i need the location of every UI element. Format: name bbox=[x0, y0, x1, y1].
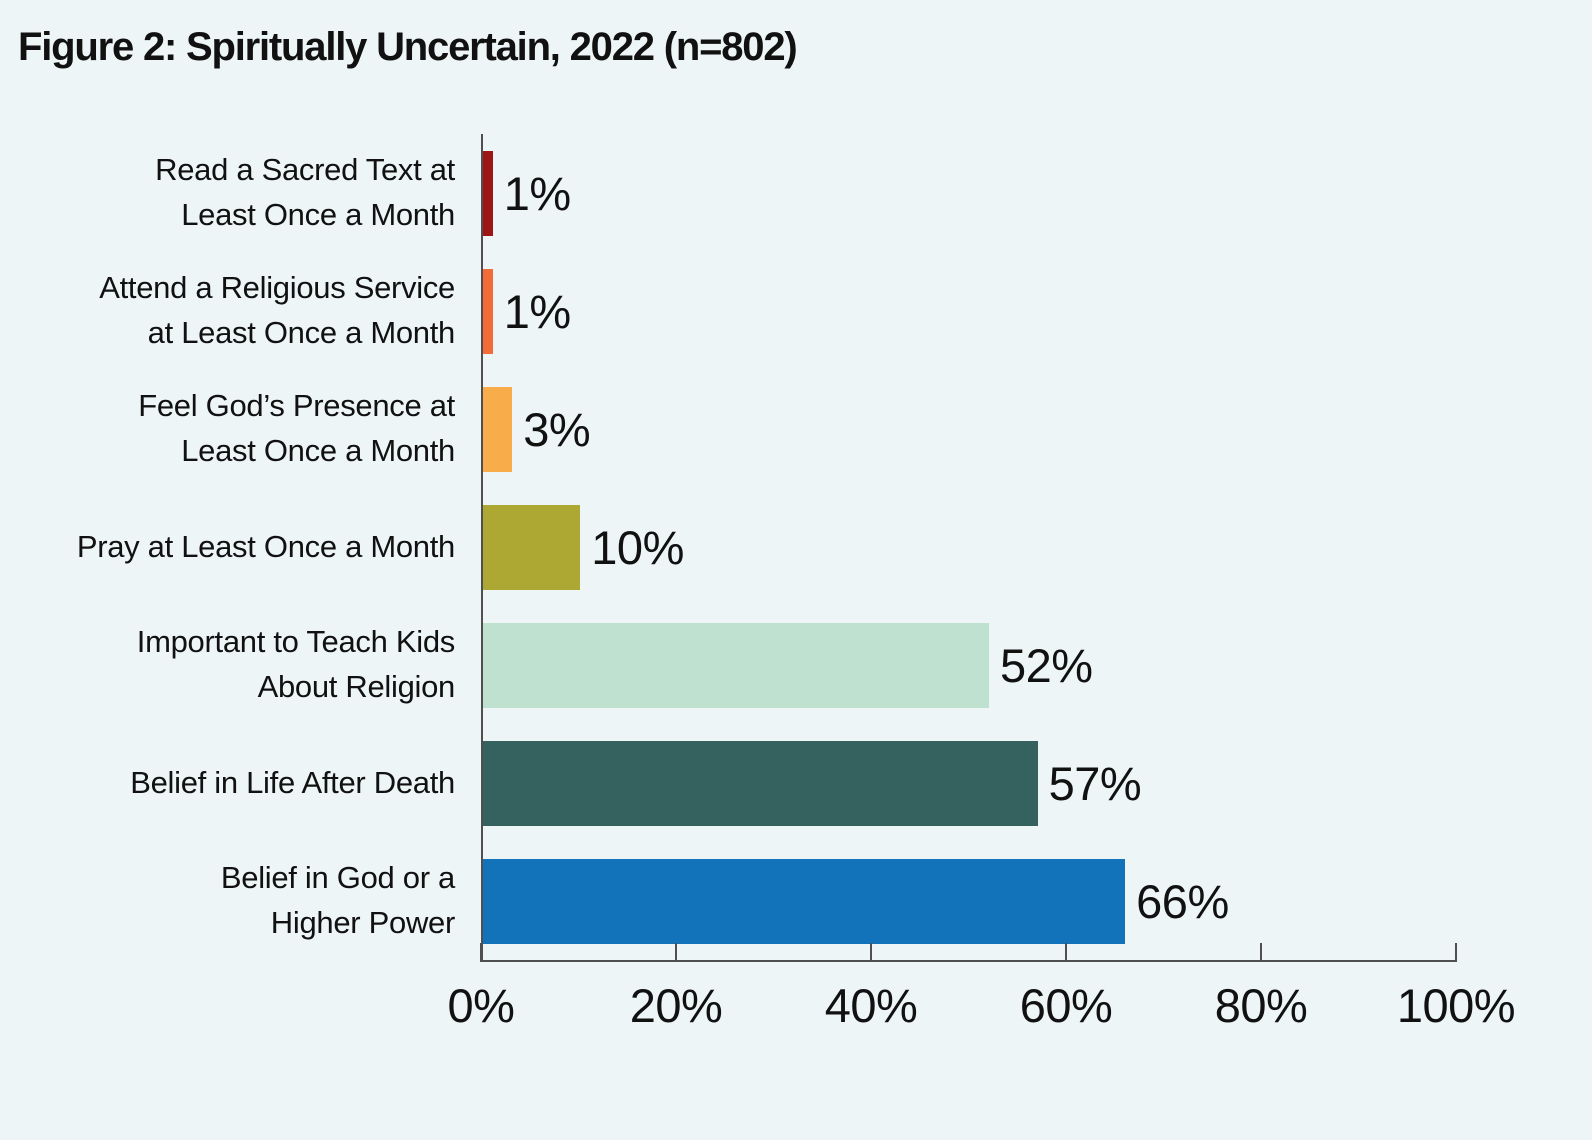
x-axis-tick bbox=[675, 943, 677, 962]
category-label: Attend a Religious Service at Least Once… bbox=[99, 270, 455, 350]
value-label: 1% bbox=[503, 166, 571, 220]
bar bbox=[483, 150, 493, 236]
category-label: Belief in Life After Death bbox=[130, 764, 455, 800]
category-label: Belief in God or a Higher Power bbox=[220, 860, 455, 940]
plot-cell: 3% bbox=[481, 370, 1456, 488]
plot-cell: 66% bbox=[481, 842, 1456, 960]
value-label: 1% bbox=[503, 284, 571, 338]
bar bbox=[483, 858, 1126, 944]
value-label: 3% bbox=[523, 402, 591, 456]
x-axis-tick bbox=[1455, 943, 1457, 962]
chart-row: Belief in Life After Death 57% bbox=[18, 724, 1592, 842]
category-label: Read a Sacred Text at Least Once a Month bbox=[155, 152, 455, 232]
x-axis-line: 0% 20% 40% 60% 80% 100% bbox=[448, 943, 1516, 1040]
x-axis-tick bbox=[870, 943, 872, 962]
bar-chart: Read a Sacred Text at Least Once a Month… bbox=[18, 134, 1592, 1040]
category-label: Feel God’s Presence at Least Once a Mont… bbox=[138, 388, 455, 468]
bar bbox=[483, 622, 989, 708]
x-axis-tick-label: 80% bbox=[1214, 979, 1308, 1032]
value-label: 52% bbox=[999, 638, 1093, 692]
chart-row: Attend a Religious Service at Least Once… bbox=[18, 252, 1592, 370]
x-axis-tick-label: 60% bbox=[1019, 979, 1113, 1032]
chart-rows: Read a Sacred Text at Least Once a Month… bbox=[18, 134, 1592, 960]
x-axis-tick bbox=[480, 943, 482, 962]
plot-cell: 1% bbox=[481, 134, 1456, 252]
x-axis-tick-label: 40% bbox=[824, 979, 918, 1032]
bar bbox=[483, 386, 513, 472]
x-axis-tick bbox=[1065, 943, 1067, 962]
bar bbox=[483, 504, 581, 590]
x-axis-tick-label: 20% bbox=[629, 979, 723, 1032]
value-label: 10% bbox=[591, 520, 684, 574]
value-label: 57% bbox=[1048, 756, 1142, 810]
x-axis-tick bbox=[1260, 943, 1262, 962]
category-label: Important to Teach Kids About Religion bbox=[136, 624, 456, 704]
chart-row: Belief in God or a Higher Power 66% bbox=[18, 842, 1592, 960]
plot-cell: 57% bbox=[481, 724, 1456, 842]
x-axis-tick-label: 100% bbox=[1396, 979, 1516, 1032]
chart-row: Important to Teach Kids About Religion 5… bbox=[18, 606, 1592, 724]
x-axis-tick-label: 0% bbox=[447, 979, 515, 1032]
value-label: 66% bbox=[1136, 874, 1229, 928]
chart-row: Read a Sacred Text at Least Once a Month… bbox=[18, 134, 1592, 252]
figure-container: Figure 2: Spiritually Uncertain, 2022 (n… bbox=[18, 25, 1592, 1040]
bar bbox=[483, 740, 1038, 826]
category-label: Pray at Least Once a Month bbox=[76, 528, 455, 564]
plot-cell: 10% bbox=[481, 488, 1456, 606]
plot-cell: 1% bbox=[481, 252, 1456, 370]
chart-row: Pray at Least Once a Month 10% bbox=[18, 488, 1592, 606]
figure-title: Figure 2: Spiritually Uncertain, 2022 (n… bbox=[18, 25, 798, 69]
x-axis: 0% 20% 40% 60% 80% 100% bbox=[18, 943, 1592, 1040]
plot-cell: 52% bbox=[481, 606, 1456, 724]
bar bbox=[483, 268, 493, 354]
chart-row: Feel God’s Presence at Least Once a Mont… bbox=[18, 370, 1592, 488]
